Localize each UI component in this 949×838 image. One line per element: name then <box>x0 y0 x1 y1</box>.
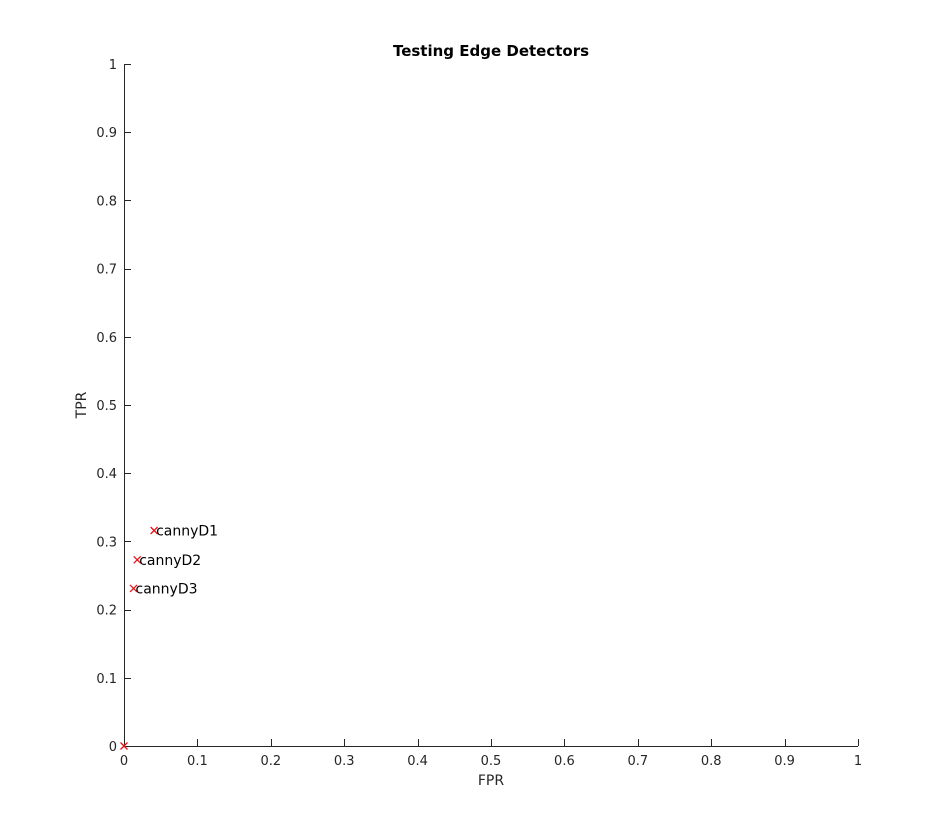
ticks: 0 0.1 0.2 0.3 0.4 0.5 0.6 0.7 0.8 0.9 1 0 0.1 0.2 0.3 0… <box>96 58 862 769</box>
x-tick-label: 0.4 <box>407 754 428 769</box>
x-tick-label: 1 <box>854 754 862 769</box>
point-label: cannyD3 <box>136 581 198 597</box>
y-tick-label: 0.7 <box>96 263 117 278</box>
y-tick-label: 0.9 <box>96 126 117 141</box>
axes <box>124 64 858 747</box>
y-tick-label: 0.5 <box>96 399 117 414</box>
data-point: cannyD2 <box>133 553 201 569</box>
point-label: cannyD2 <box>139 553 201 569</box>
y-tick-label: 0 <box>109 740 117 755</box>
data-point: cannyD1 <box>150 523 218 539</box>
x-tick-label: 0.8 <box>701 754 722 769</box>
point-label: cannyD1 <box>156 523 218 539</box>
x-tick-label: 0.5 <box>481 754 502 769</box>
x-tick-label: 0 <box>120 754 128 769</box>
x-tick-label: 0.7 <box>627 754 648 769</box>
x-tick-label: 0.6 <box>554 754 575 769</box>
x-marker <box>133 555 142 564</box>
x-axis-label: FPR <box>478 773 504 789</box>
x-tick-label: 0.3 <box>334 754 355 769</box>
y-axis-label: TPR <box>74 391 90 419</box>
x-marker <box>129 584 138 593</box>
x-tick-label: 0.2 <box>260 754 281 769</box>
y-tick-label: 0.1 <box>96 672 117 687</box>
data-point: cannyD3 <box>129 581 198 597</box>
x-tick-label: 0.1 <box>187 754 208 769</box>
data-point <box>120 742 128 750</box>
x-marker <box>150 526 159 535</box>
x-tick-label: 0.9 <box>774 754 795 769</box>
y-tick-label: 0.8 <box>96 194 117 209</box>
data-points: cannyD1 cannyD2 cannyD3 <box>120 523 218 750</box>
chart-title: Testing Edge Detectors <box>393 42 589 60</box>
x-marker <box>120 742 128 750</box>
y-tick-label: 0.4 <box>96 467 117 482</box>
y-tick-label: 0.2 <box>96 604 117 619</box>
y-tick-label: 0.6 <box>96 331 117 346</box>
y-tick-label: 1 <box>109 58 117 73</box>
y-tick-label: 0.3 <box>96 535 117 550</box>
